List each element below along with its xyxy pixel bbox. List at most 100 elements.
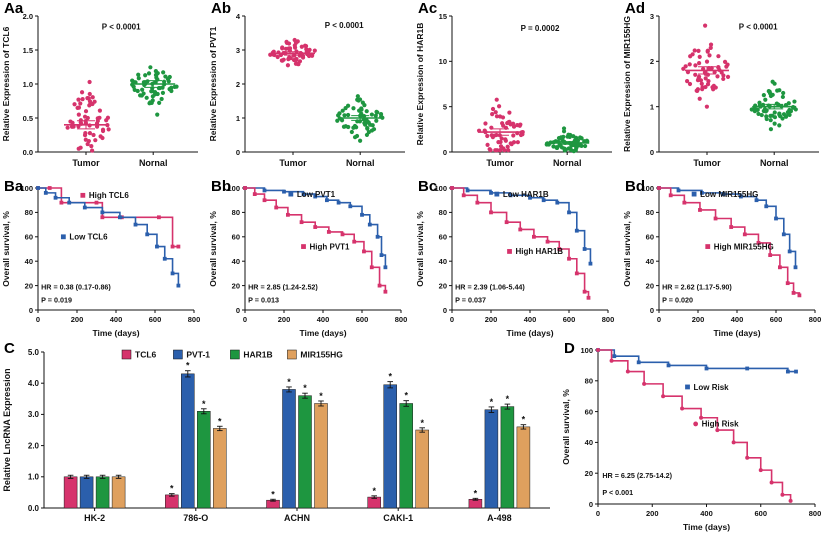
svg-text:100: 100 — [434, 184, 447, 193]
svg-text:100: 100 — [580, 346, 593, 355]
svg-text:3: 3 — [236, 46, 240, 55]
svg-text:0: 0 — [596, 509, 600, 518]
svg-text:Tumor: Tumor — [486, 158, 514, 168]
svg-text:Overall survival, %: Overall survival, % — [415, 211, 425, 287]
svg-text:4: 4 — [236, 12, 241, 21]
svg-text:1: 1 — [650, 102, 654, 111]
svg-text:40: 40 — [646, 257, 654, 266]
svg-text:Overall survival, %: Overall survival, % — [622, 211, 632, 287]
svg-text:60: 60 — [25, 233, 33, 242]
svg-text:1.0: 1.0 — [28, 473, 40, 482]
har1b-survival-curve: 0 20 40 60 80 100 0 200 400 600 800 Time (days) Over… — [415, 184, 614, 338]
panel-label-ab: Ab — [211, 0, 231, 17]
svg-text:20: 20 — [646, 281, 654, 290]
svg-text:*: * — [474, 488, 478, 498]
panel-bb: Bb 0 20 40 60 80 100 0 200 400 600 800 Time (days) O… — [207, 178, 413, 340]
svg-text:40: 40 — [232, 257, 240, 266]
panel-c: C 0.0 1.0 2.0 3.0 4.0 5.0 Relative LncRNA Expr… — [0, 340, 560, 534]
svg-text:*: * — [303, 383, 307, 393]
svg-text:80: 80 — [585, 377, 593, 386]
svg-text:P < 0.0001: P < 0.0001 — [325, 21, 364, 30]
svg-text:600: 600 — [356, 315, 369, 324]
svg-text:CAKI-1: CAKI-1 — [383, 513, 413, 523]
panel-label-d: D — [564, 340, 575, 357]
svg-text:P = 0.0002: P = 0.0002 — [521, 24, 560, 33]
svg-text:0.5: 0.5 — [23, 114, 33, 123]
svg-text:High MIR155HG: High MIR155HG — [714, 242, 774, 251]
svg-text:P = 0.013: P = 0.013 — [248, 296, 279, 305]
svg-text:5.0: 5.0 — [28, 348, 40, 357]
svg-text:60: 60 — [585, 407, 593, 416]
svg-text:*: * — [522, 415, 526, 425]
panel-label-c: C — [4, 340, 15, 357]
svg-text:HAR1B: HAR1B — [243, 350, 272, 360]
svg-text:400: 400 — [731, 315, 744, 324]
svg-text:Time (days): Time (days) — [299, 328, 346, 338]
svg-text:*: * — [506, 394, 510, 404]
svg-text:Tumor: Tumor — [693, 158, 721, 168]
svg-text:*: * — [218, 416, 222, 426]
svg-text:100: 100 — [641, 184, 654, 193]
svg-text:0: 0 — [443, 306, 447, 315]
svg-text:Low Risk: Low Risk — [694, 383, 730, 392]
svg-text:Relative Expression of TCL6: Relative Expression of TCL6 — [1, 26, 11, 141]
svg-text:80: 80 — [439, 208, 447, 217]
svg-text:200: 200 — [692, 315, 705, 324]
panel-label-ac: Ac — [418, 0, 438, 17]
svg-text:Tumor: Tumor — [279, 158, 307, 168]
svg-text:0: 0 — [657, 315, 661, 324]
svg-text:400: 400 — [700, 509, 713, 518]
svg-text:100: 100 — [227, 184, 240, 193]
svg-text:Nornal: Nornal — [346, 158, 375, 168]
svg-text:600: 600 — [754, 509, 767, 518]
svg-text:0.0: 0.0 — [23, 148, 33, 157]
svg-text:TCL6: TCL6 — [135, 350, 157, 360]
svg-text:15: 15 — [439, 12, 447, 21]
svg-text:400: 400 — [317, 315, 330, 324]
svg-text:Low PVT1: Low PVT1 — [297, 190, 336, 199]
svg-text:Low TCL6: Low TCL6 — [69, 233, 108, 242]
svg-text:1: 1 — [236, 114, 240, 123]
svg-text:0: 0 — [450, 315, 454, 324]
svg-text:HK-2: HK-2 — [84, 513, 105, 523]
svg-text:60: 60 — [232, 233, 240, 242]
panel-label-ba: Ba — [4, 178, 24, 195]
svg-text:20: 20 — [439, 281, 447, 290]
svg-text:PVT-1: PVT-1 — [186, 350, 210, 360]
panel-d: D 0 20 40 60 80 100 0 200 400 600 800 Time (days) Ov… — [560, 340, 827, 534]
svg-text:40: 40 — [585, 438, 593, 447]
mir155hg-survival-curve: 0 20 40 60 80 100 0 200 400 600 800 Time (days) Over… — [622, 184, 821, 338]
svg-text:Low HAR1B: Low HAR1B — [503, 190, 549, 199]
svg-text:High PVT1: High PVT1 — [310, 242, 351, 251]
svg-text:2: 2 — [236, 80, 240, 89]
svg-text:2.0: 2.0 — [23, 12, 33, 21]
svg-text:80: 80 — [232, 208, 240, 217]
svg-text:*: * — [420, 418, 424, 428]
svg-text:20: 20 — [585, 469, 593, 478]
panel-label-aa: Aa — [4, 0, 24, 17]
svg-text:P < 0.0001: P < 0.0001 — [739, 23, 778, 32]
svg-text:Nornal: Nornal — [139, 158, 168, 168]
svg-text:0: 0 — [236, 306, 240, 315]
panel-label-bd: Bd — [625, 178, 645, 195]
svg-text:10: 10 — [439, 57, 447, 66]
pvt1-survival-curve: 0 20 40 60 80 100 0 200 400 600 800 Time (days) Over… — [208, 184, 407, 338]
svg-text:80: 80 — [25, 208, 33, 217]
svg-text:High TCL6: High TCL6 — [89, 191, 130, 200]
svg-text:600: 600 — [563, 315, 576, 324]
svg-text:*: * — [170, 484, 174, 494]
svg-text:*: * — [319, 391, 323, 401]
svg-text:60: 60 — [646, 233, 654, 242]
svg-text:2: 2 — [650, 57, 654, 66]
svg-text:200: 200 — [71, 315, 84, 324]
svg-text:Time (days): Time (days) — [713, 328, 760, 338]
svg-text:High HAR1B: High HAR1B — [516, 247, 564, 256]
svg-text:Time (days): Time (days) — [92, 328, 139, 338]
svg-text:60: 60 — [439, 233, 447, 242]
svg-text:P = 0.020: P = 0.020 — [662, 296, 693, 305]
svg-text:2.0: 2.0 — [28, 441, 40, 450]
svg-text:0: 0 — [236, 148, 240, 157]
svg-text:0: 0 — [243, 315, 247, 324]
svg-text:600: 600 — [149, 315, 162, 324]
pvt1-expression-scatter: 0 1 2 3 4 Relative Expression of PVT1 Tumor Nor… — [208, 12, 405, 168]
